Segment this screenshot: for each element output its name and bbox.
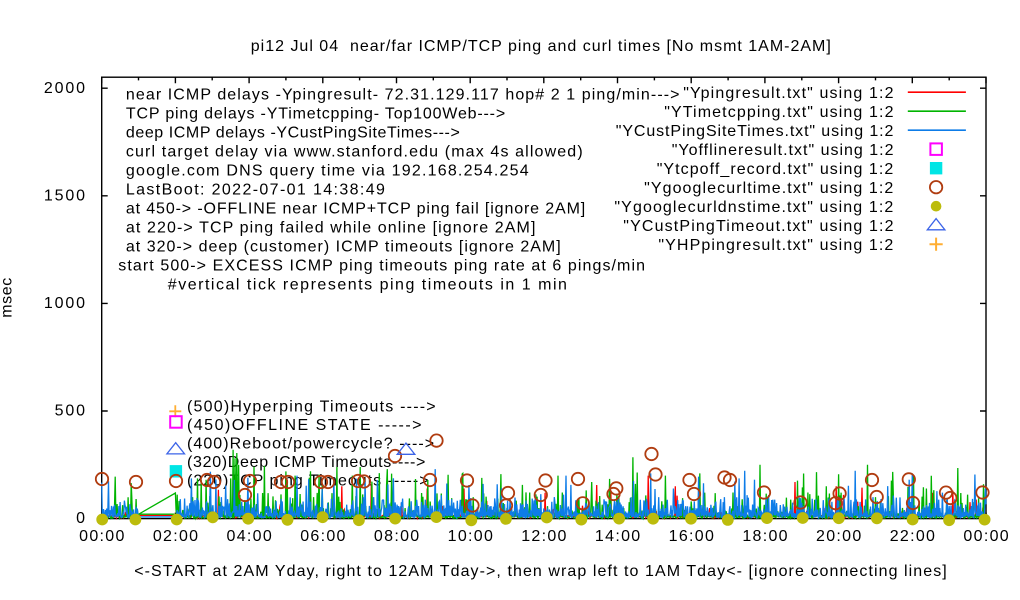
svg-text:curl target delay via www.stan: curl target delay via www.stanford.edu (… — [126, 143, 584, 160]
svg-text:06:00: 06:00 — [300, 528, 347, 545]
svg-text:0: 0 — [76, 510, 87, 527]
svg-text:"Ytcpoff_record.txt" using 1:2: "Ytcpoff_record.txt" using 1:2 — [657, 161, 895, 178]
svg-text:deep ICMP delays -YCustPingSit: deep ICMP delays -YCustPingSiteTimes---> — [126, 124, 460, 141]
svg-text:"YCustPingTimeout.txt" using 1: "YCustPingTimeout.txt" using 1:2 — [623, 218, 894, 235]
svg-text:"YHPpingresult.txt" using 1:2: "YHPpingresult.txt" using 1:2 — [658, 237, 894, 254]
svg-text:08:00: 08:00 — [374, 528, 421, 545]
svg-text:google.com DNS query time via: google.com DNS query time via 192.168.25… — [126, 162, 530, 179]
svg-text:02:00: 02:00 — [153, 528, 200, 545]
svg-text:1500: 1500 — [44, 187, 87, 204]
svg-text:msec: msec — [0, 277, 16, 318]
svg-text:at 450-> -OFFLINE near ICMP+TC: at 450-> -OFFLINE near ICMP+TCP ping fai… — [126, 200, 586, 217]
svg-text:(400)Reboot/powercycle? ---->: (400)Reboot/powercycle? ----> — [187, 435, 435, 452]
svg-text:at 320-> deep (customer) ICMP: at 320-> deep (customer) ICMP timeouts [… — [126, 238, 562, 255]
svg-text:1000: 1000 — [44, 295, 87, 312]
svg-text:16:00: 16:00 — [669, 528, 716, 545]
svg-text:04:00: 04:00 — [227, 528, 274, 545]
svg-text:"Yofflineresult.txt" using 1:2: "Yofflineresult.txt" using 1:2 — [672, 142, 895, 159]
svg-text:18:00: 18:00 — [742, 528, 789, 545]
svg-text:start 500-> EXCESS ICMP ping t: start 500-> EXCESS ICMP ping timeouts pi… — [118, 257, 646, 274]
svg-text:(500)Hyperping Timeouts ---->: (500)Hyperping Timeouts ----> — [187, 398, 437, 415]
svg-text:"Ygooglecurltime.txt" using 1:: "Ygooglecurltime.txt" using 1:2 — [644, 180, 894, 197]
svg-text:00:00: 00:00 — [963, 528, 1010, 545]
svg-text:<-START at 2AM Yday, right to: <-START at 2AM Yday, right to 12AM Tday-… — [134, 563, 948, 580]
svg-text:(450)OFFLINE STATE ----->: (450)OFFLINE STATE -----> — [187, 417, 423, 434]
svg-text:LastBoot: 2022-07-01 14:38:49: LastBoot: 2022-07-01 14:38:49 — [126, 181, 386, 198]
svg-text:pi12 Jul 04 near/far ICMP/TCP: pi12 Jul 04 near/far ICMP/TCP ping and c… — [251, 38, 832, 55]
svg-text:at 220-> TCP ping failed while: at 220-> TCP ping failed while online [i… — [126, 219, 537, 236]
svg-text:TCP ping delays -YTimetcpping-: TCP ping delays -YTimetcpping- Top100Web… — [126, 105, 506, 122]
svg-text:22:00: 22:00 — [890, 528, 937, 545]
svg-text:"YTimetcpping.txt" using 1:2: "YTimetcpping.txt" using 1:2 — [664, 104, 894, 121]
svg-text:10:00: 10:00 — [448, 528, 495, 545]
svg-text:00:00: 00:00 — [79, 528, 126, 545]
svg-text:near ICMP delays -Ypingresult-: near ICMP delays -Ypingresult- 72.31.129… — [126, 86, 681, 103]
svg-text:#vertical tick represents ping: #vertical tick represents ping timeouts … — [168, 276, 569, 293]
svg-text:"Ygooglecurldnstime.txt" using: "Ygooglecurldnstime.txt" using 1:2 — [614, 199, 894, 216]
svg-text:"YCustPingSiteTimes.txt" using: "YCustPingSiteTimes.txt" using 1:2 — [616, 123, 894, 140]
svg-text:"Ypingresult.txt" using 1:2: "Ypingresult.txt" using 1:2 — [683, 85, 894, 102]
svg-text:500: 500 — [55, 403, 87, 420]
svg-text:(320)Deep ICMP Timeouts---->: (320)Deep ICMP Timeouts----> — [187, 454, 426, 471]
svg-text:2000: 2000 — [44, 80, 87, 97]
svg-text:12:00: 12:00 — [521, 528, 568, 545]
svg-text:20:00: 20:00 — [816, 528, 863, 545]
svg-text:14:00: 14:00 — [595, 528, 642, 545]
